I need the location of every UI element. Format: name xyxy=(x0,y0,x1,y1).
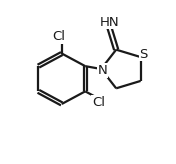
Text: Cl: Cl xyxy=(53,30,66,43)
Text: S: S xyxy=(140,48,148,61)
Text: HN: HN xyxy=(99,16,119,29)
Text: N: N xyxy=(98,64,107,77)
Text: Cl: Cl xyxy=(92,96,105,109)
